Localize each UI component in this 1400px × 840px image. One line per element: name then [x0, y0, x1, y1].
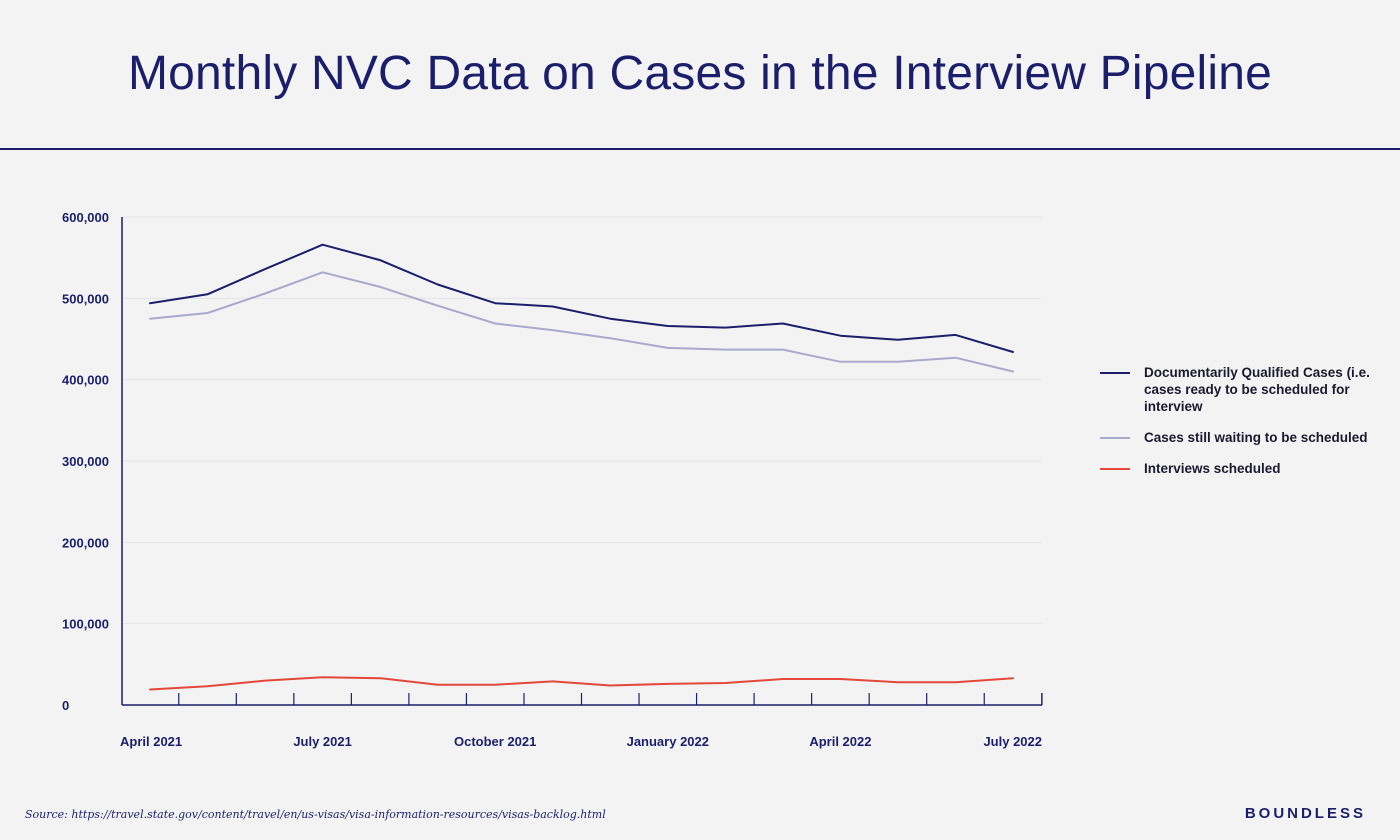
- legend-label-waiting: Cases still waiting to be scheduled: [1144, 430, 1368, 445]
- series-line-interviews: [149, 676, 1014, 691]
- legend-item-interviews: Interviews scheduled: [1100, 460, 1370, 477]
- legend-swatch-interviews: [1100, 468, 1130, 470]
- legend-swatch-waiting: [1100, 437, 1130, 439]
- source-citation: Source: https://travel.state.gov/content…: [25, 808, 606, 821]
- series-line-waiting: [149, 271, 1014, 373]
- x-tick-label: April 2021: [120, 734, 182, 749]
- y-tick-label: 400,000: [62, 373, 109, 388]
- legend-item-waiting: Cases still waiting to be scheduled: [1100, 429, 1370, 446]
- x-tick-label: January 2022: [627, 734, 709, 749]
- y-tick-label: 0: [62, 698, 69, 713]
- x-tick-label: April 2022: [809, 734, 871, 749]
- x-tick-label: July 2022: [983, 734, 1042, 749]
- legend-label-interviews: Interviews scheduled: [1144, 461, 1281, 476]
- x-tick-label: October 2021: [454, 734, 536, 749]
- chart-legend: Documentarily Qualified Cases (i.e. case…: [1100, 364, 1370, 491]
- y-tick-label: 300,000: [62, 454, 109, 469]
- title-divider: [0, 148, 1400, 150]
- y-tick-label: 100,000: [62, 617, 109, 632]
- legend-label-documentarily-qualified: Documentarily Qualified Cases (i.e. case…: [1144, 365, 1370, 414]
- x-tick-label: July 2021: [293, 734, 352, 749]
- brand-logo: BOUNDLESS: [1244, 805, 1366, 822]
- legend-swatch-documentarily-qualified: [1100, 372, 1130, 374]
- chart-title: Monthly NVC Data on Cases in the Intervi…: [127, 47, 1273, 100]
- y-tick-label: 500,000: [62, 291, 109, 306]
- legend-item-documentarily-qualified: Documentarily Qualified Cases (i.e. case…: [1100, 364, 1370, 415]
- y-tick-label: 200,000: [62, 535, 109, 550]
- y-tick-label: 600,000: [62, 210, 109, 225]
- series-line-documentarily-qualified: [149, 243, 1014, 353]
